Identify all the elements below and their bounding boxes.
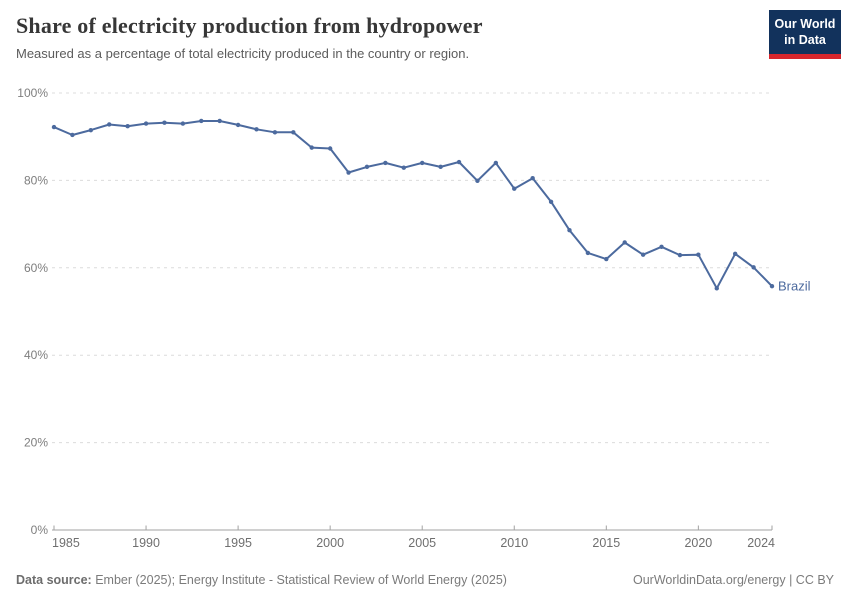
- license-link[interactable]: OurWorldinData.org/energy | CC BY: [632, 573, 834, 587]
- data-point[interactable]: [125, 124, 130, 129]
- data-point[interactable]: [180, 121, 186, 126]
- data-source-text: Ember (2025); Energy Institute - Statist…: [91, 573, 507, 587]
- data-point[interactable]: [217, 118, 222, 124]
- data-point[interactable]: [70, 132, 75, 138]
- y-tick-label: 80%: [24, 173, 48, 187]
- data-source: Data source: Ember (2025); Energy Instit…: [16, 573, 507, 587]
- data-point[interactable]: [548, 199, 554, 205]
- data-point[interactable]: [732, 251, 738, 257]
- data-point[interactable]: [272, 130, 278, 135]
- data-point[interactable]: [530, 176, 535, 181]
- data-point[interactable]: [438, 164, 443, 170]
- x-tick-label: 2010: [500, 536, 528, 550]
- y-tick-label: 100%: [17, 86, 48, 100]
- data-point[interactable]: [143, 121, 149, 126]
- x-tick-label: 2015: [592, 536, 620, 550]
- data-point[interactable]: [364, 164, 370, 170]
- data-point[interactable]: [677, 252, 683, 258]
- data-point[interactable]: [346, 170, 351, 175]
- data-line-brazil: [53, 120, 773, 290]
- x-tick-label: 2024: [747, 536, 775, 550]
- line-chart-svg[interactable]: 0% 20% 40% 60% 80% 100% 1985 1990 1995 2000 2005 20…: [0, 80, 850, 560]
- data-point[interactable]: [401, 165, 406, 170]
- data-point[interactable]: [162, 120, 167, 125]
- data-point[interactable]: [512, 186, 517, 191]
- owid-logo-line1: Our World: [774, 17, 836, 31]
- data-point[interactable]: [585, 250, 591, 256]
- series-end-label: Brazil: [778, 279, 811, 294]
- chart-footer: Data source: Ember (2025); Energy Instit…: [0, 573, 850, 587]
- data-point[interactable]: [769, 283, 775, 289]
- y-tick-label: 20%: [24, 436, 48, 450]
- y-tick-label: 40%: [24, 348, 48, 362]
- chart-title: Share of electricity production from hyd…: [16, 13, 483, 38]
- data-point[interactable]: [51, 124, 57, 130]
- data-point[interactable]: [309, 145, 314, 150]
- y-tick-label: 0%: [31, 523, 49, 537]
- data-point[interactable]: [88, 127, 94, 133]
- data-point[interactable]: [291, 130, 296, 135]
- data-point[interactable]: [235, 122, 241, 128]
- data-point[interactable]: [107, 122, 112, 127]
- y-tick-label: 60%: [24, 261, 48, 275]
- data-point[interactable]: [254, 127, 259, 132]
- data-point[interactable]: [567, 228, 572, 233]
- data-point[interactable]: [622, 240, 627, 245]
- data-point[interactable]: [475, 178, 480, 184]
- data-point[interactable]: [493, 160, 499, 166]
- owid-logo[interactable]: Our World in Data: [769, 10, 841, 60]
- data-point[interactable]: [604, 256, 609, 262]
- x-tick-label: 1990: [132, 536, 160, 550]
- data-point[interactable]: [659, 244, 664, 250]
- x-tick-label: 1985: [52, 536, 80, 550]
- data-point[interactable]: [696, 252, 701, 257]
- data-source-label: Data source:: [16, 573, 92, 587]
- x-tick-label: 2000: [316, 536, 344, 550]
- data-point[interactable]: [640, 252, 646, 257]
- x-tick-label: 2005: [408, 536, 436, 550]
- data-point[interactable]: [714, 286, 719, 291]
- x-tick-label: 1995: [224, 536, 252, 550]
- owid-logo-line2: in Data: [784, 32, 826, 47]
- chart-subtitle: Measured as a percentage of total electr…: [16, 46, 470, 61]
- plot-area[interactable]: 0% 20% 40% 60% 80% 100% 1985 1990 1995 2000 2005 20…: [0, 80, 850, 560]
- data-point[interactable]: [199, 118, 204, 124]
- x-tick-label: 2020: [684, 536, 712, 550]
- data-point[interactable]: [751, 265, 756, 270]
- data-point[interactable]: [420, 160, 425, 166]
- data-point[interactable]: [383, 160, 388, 166]
- data-point[interactable]: [327, 146, 333, 151]
- chart-header: Share of electricity production from hyd…: [0, 0, 850, 61]
- data-point[interactable]: [456, 159, 462, 165]
